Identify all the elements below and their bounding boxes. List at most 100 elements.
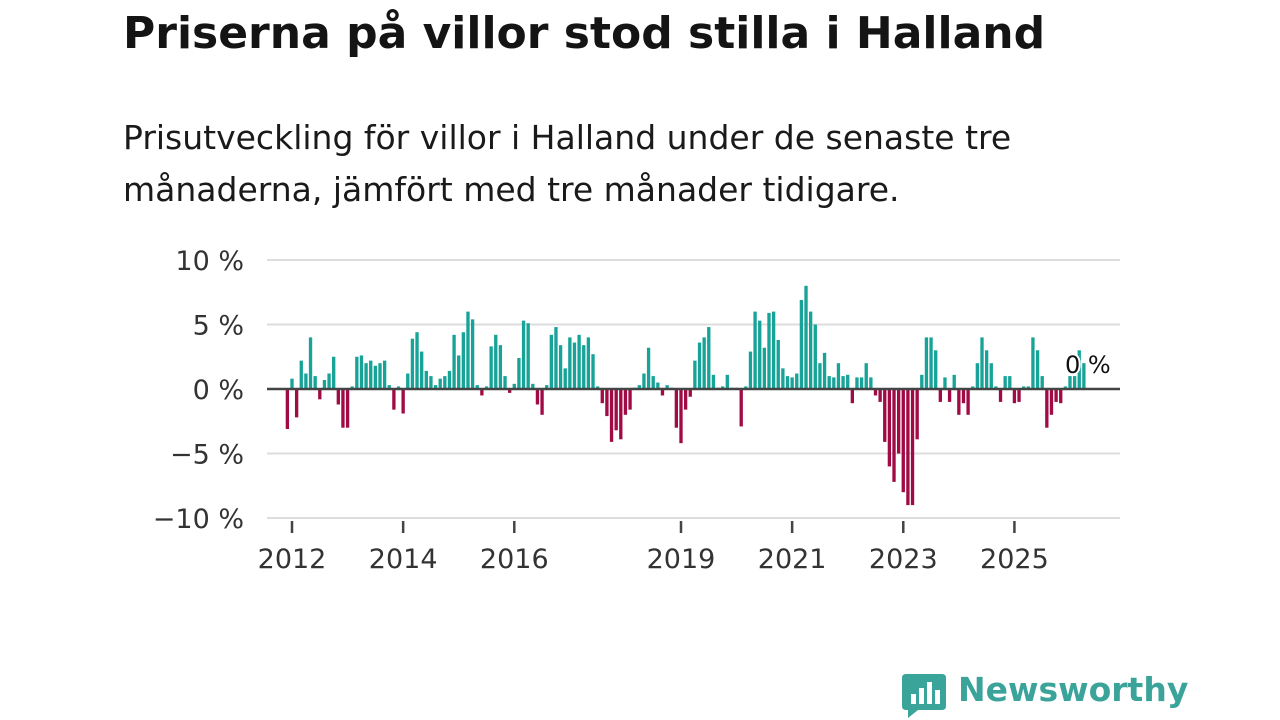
bar — [980, 337, 984, 389]
bar — [549, 334, 553, 389]
bar — [341, 389, 345, 428]
bar — [572, 342, 577, 389]
bar — [470, 319, 475, 389]
bar — [415, 332, 419, 389]
bar — [758, 320, 762, 389]
bar — [586, 337, 591, 389]
bar — [461, 332, 466, 389]
bar — [683, 389, 688, 410]
bar — [591, 354, 595, 389]
bar — [910, 389, 915, 506]
bar — [605, 389, 609, 417]
bar — [901, 389, 905, 493]
bar — [299, 360, 303, 389]
bar — [507, 389, 512, 393]
bar — [998, 389, 1003, 402]
x-tick-label: 2021 — [758, 544, 827, 575]
bar — [878, 389, 882, 402]
bar — [401, 389, 405, 414]
bar — [822, 352, 827, 389]
bar — [1045, 389, 1049, 428]
bar — [721, 386, 725, 389]
bar — [711, 374, 716, 389]
y-tick-label: −10 % — [153, 504, 244, 535]
bar — [327, 373, 331, 389]
bar — [725, 374, 729, 389]
bar — [521, 320, 526, 389]
bar — [318, 389, 322, 400]
bar — [484, 386, 489, 389]
bar — [697, 342, 702, 389]
bar — [392, 389, 396, 410]
bar — [859, 377, 864, 389]
bar — [452, 334, 456, 389]
bar — [869, 377, 873, 389]
bar — [563, 368, 567, 389]
bar — [679, 389, 683, 444]
bar — [1054, 389, 1058, 402]
bar — [795, 373, 799, 389]
bar — [443, 376, 447, 389]
bar — [290, 378, 294, 389]
bar — [674, 389, 679, 428]
x-tick-label: 2012 — [258, 544, 327, 575]
bar — [359, 355, 364, 389]
y-tick-label: 5 % — [193, 311, 244, 342]
bar — [304, 373, 308, 389]
bar — [707, 327, 711, 389]
bar — [762, 347, 767, 389]
bar — [545, 385, 549, 389]
bar — [382, 360, 387, 389]
bar — [915, 389, 919, 440]
chart-subtitle: Prisutveckling för villor i Halland unde… — [123, 118, 1012, 209]
bar — [952, 374, 956, 389]
bar — [1008, 376, 1012, 389]
bar — [1017, 389, 1021, 402]
bar — [489, 346, 493, 389]
bar — [475, 385, 479, 389]
latest-value-label: 0 % — [1065, 351, 1111, 379]
x-tick-label: 2025 — [980, 544, 1049, 575]
bar — [609, 389, 614, 442]
bar — [1040, 376, 1044, 389]
bar — [1035, 350, 1040, 389]
bar — [503, 376, 507, 389]
bar — [535, 389, 540, 405]
bar — [873, 389, 878, 396]
x-tick-label: 2014 — [369, 544, 438, 575]
bar — [568, 337, 572, 389]
bar — [924, 337, 929, 389]
chart-title: Priserna på villor stod stilla i Halland — [123, 8, 1046, 59]
bar — [656, 382, 660, 389]
bar — [883, 389, 887, 442]
bar — [322, 379, 327, 389]
bar — [1022, 386, 1026, 389]
bar — [433, 385, 438, 389]
bar — [748, 351, 753, 389]
bar — [600, 389, 604, 404]
bar — [896, 389, 901, 454]
bar — [308, 337, 313, 389]
bar — [1012, 389, 1017, 404]
bar — [438, 378, 442, 389]
bar — [785, 376, 790, 389]
bar — [406, 373, 410, 389]
bar — [966, 389, 970, 415]
bar — [892, 389, 896, 482]
bar — [420, 351, 424, 389]
bar — [1049, 389, 1054, 415]
bar — [364, 363, 368, 389]
bar — [938, 389, 942, 402]
bar — [841, 376, 845, 389]
bar — [781, 368, 785, 389]
bar — [294, 389, 299, 418]
bar — [313, 376, 317, 389]
bar — [345, 389, 350, 428]
bar — [628, 389, 632, 410]
bar — [855, 377, 859, 389]
bar — [480, 389, 484, 396]
bar — [693, 360, 697, 389]
newsworthy-logo-icon — [902, 674, 946, 718]
bar — [646, 347, 651, 389]
bar — [753, 311, 757, 389]
